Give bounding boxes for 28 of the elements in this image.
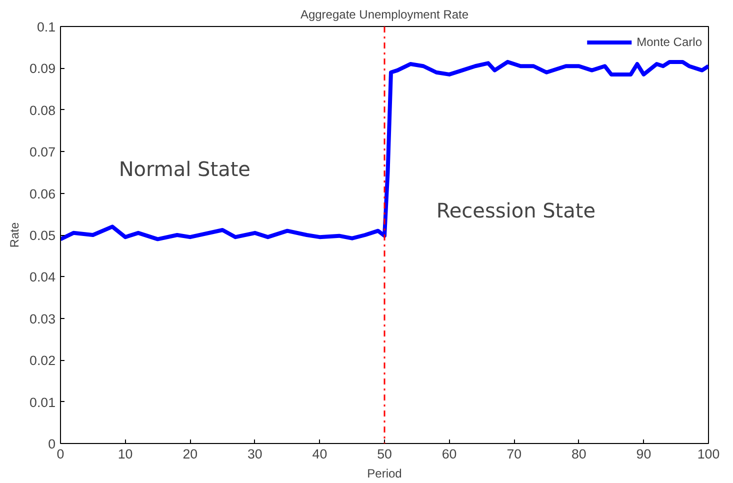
x-tick-label: 60 xyxy=(442,446,457,462)
annotation: Recession State xyxy=(436,198,596,222)
y-tick-label: 0.1 xyxy=(36,20,56,34)
annotation: Normal State xyxy=(118,156,250,181)
x-tick-label: 30 xyxy=(247,446,262,462)
x-axis-title: Period xyxy=(367,466,402,480)
y-tick-label: 0.01 xyxy=(30,394,56,410)
x-tick-label: 80 xyxy=(571,446,586,462)
y-tick-label: 0.03 xyxy=(30,311,56,326)
x-tick-label: 90 xyxy=(636,446,652,462)
x-tick-label: 70 xyxy=(506,446,522,462)
legend-label: Monte Carlo xyxy=(636,35,702,49)
y-tick-label: 0 xyxy=(48,436,56,452)
y-tick-label: 0.04 xyxy=(30,270,56,285)
y-tick-label: 0.09 xyxy=(30,61,56,76)
x-tick-label: 10 xyxy=(118,446,133,462)
x-tick-label: 40 xyxy=(312,446,328,462)
x-tick-label: 20 xyxy=(182,446,198,462)
y-axis-title: Rate xyxy=(8,222,22,248)
chart-title: Aggregate Unemployment Rate xyxy=(300,8,469,22)
x-tick-label: 50 xyxy=(377,446,392,462)
x-tick-label: 100 xyxy=(697,446,720,462)
y-tick-label: 0.02 xyxy=(30,353,56,368)
y-tick-label: 0.05 xyxy=(30,228,56,243)
line-series xyxy=(60,60,708,242)
y-tick-label: 0.08 xyxy=(30,102,56,118)
y-tick-label: 0.07 xyxy=(30,144,56,160)
y-tick-label: 0.06 xyxy=(30,186,56,202)
